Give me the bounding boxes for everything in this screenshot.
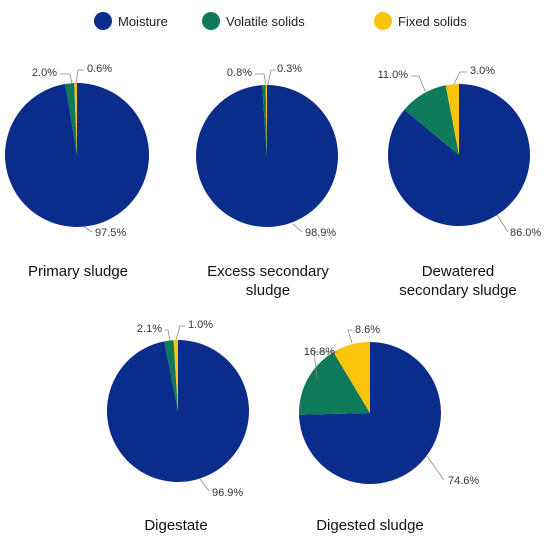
chart-title-line-3-0: Digestate [144, 517, 207, 534]
pie-chart-4: 74.6% 16.8% 8.6% Digested sludge [298, 324, 479, 534]
pie-chart-2: 86.0% 11.0% 3.0% Dewatered secondary sludge [378, 65, 542, 299]
data-label-0-0: 97.5% [95, 227, 126, 239]
leader-line-1-1 [255, 73, 267, 86]
data-label-3-0: 96.9% [212, 487, 243, 499]
pie-slice-1-2 [265, 84, 267, 156]
leader-line-0-1 [60, 73, 73, 85]
data-label-4-0: 74.6% [448, 475, 479, 487]
data-label-1-1: 0.8% [227, 67, 252, 79]
pie-slice-2-0 [387, 84, 530, 226]
pie-slice-0-0 [5, 83, 150, 227]
pie-slice-1-0 [196, 85, 339, 227]
data-label-3-1: 2.1% [137, 323, 162, 335]
chart-title-0: Primary sludge [28, 263, 128, 280]
leader-line-3-0 [199, 478, 210, 492]
leader-line-0-0 [82, 225, 93, 233]
data-label-1-2: 0.3% [277, 63, 302, 75]
leader-line-2-1 [411, 75, 428, 97]
pie-slice-2-1 [404, 85, 459, 155]
chart-title-3: Digestate [144, 517, 207, 534]
legend: Moisture Volatile solids Fixed solids [94, 12, 467, 30]
data-label-3-2: 1.0% [188, 319, 213, 331]
pie-slice-4-1 [298, 352, 370, 415]
chart-title-line-2-1: secondary sludge [399, 282, 517, 299]
pie-slice-3-2 [173, 340, 178, 411]
leader-line-4-1 [313, 351, 338, 379]
pie-chart-0: 97.5% 2.0% 0.6% Primary sludge [5, 63, 150, 280]
data-label-0-2: 0.6% [87, 63, 112, 75]
pie-slice-0-2 [74, 82, 77, 155]
pie-slice-1-1 [262, 85, 267, 156]
chart-title-line-1-1: sludge [246, 282, 290, 299]
pie-slice-3-1 [164, 340, 178, 411]
data-label-2-1: 11.0% [378, 69, 409, 81]
chart-title-line-1-0: Excess secondary [207, 263, 329, 280]
chart-title-line-4-0: Digested sludge [316, 517, 424, 534]
pie-chart-3: 96.9% 2.1% 1.0% Digestate [106, 319, 249, 534]
legend-label-0: Moisture [118, 14, 168, 29]
legend-swatch-1 [202, 12, 220, 30]
pie-chart-1: 98.9% 0.8% 0.3% Excess secondary sludge [196, 63, 339, 299]
data-label-0-1: 2.0% [32, 67, 57, 79]
data-label-2-0: 86.0% [510, 227, 541, 239]
data-label-4-1: 16.8% [304, 346, 335, 358]
legend-label-1: Volatile solids [226, 14, 305, 29]
pie-slice-0-1 [65, 83, 77, 155]
leader-line-4-0 [426, 455, 445, 481]
chart-title-4: Digested sludge [316, 517, 424, 534]
pie-slice-3-0 [106, 340, 249, 482]
legend-label-2: Fixed solids [398, 14, 467, 29]
leader-line-4-2 [347, 329, 353, 344]
leader-line-3-2 [175, 325, 185, 341]
leader-line-3-1 [165, 329, 171, 342]
chart-title-2: Dewatered secondary sludge [399, 263, 517, 299]
chart-title-line-2-0: Dewatered [422, 263, 495, 280]
leader-line-1-2 [267, 69, 275, 86]
legend-swatch-0 [94, 12, 112, 30]
pie-slice-4-0 [299, 342, 441, 484]
pie-slice-2-2 [445, 84, 459, 155]
leader-line-0-2 [75, 69, 84, 85]
data-label-4-2: 8.6% [355, 324, 380, 336]
pie-slice-4-2 [333, 342, 370, 413]
data-label-1-0: 98.9% [305, 227, 336, 239]
leader-line-2-2 [453, 71, 467, 85]
leader-line-2-0 [496, 214, 509, 233]
leader-line-1-0 [292, 223, 303, 233]
chart-title-line-0-0: Primary sludge [28, 263, 128, 280]
chart-title-1: Excess secondary sludge [207, 263, 329, 299]
legend-swatch-2 [374, 12, 392, 30]
data-label-2-2: 3.0% [470, 65, 495, 77]
